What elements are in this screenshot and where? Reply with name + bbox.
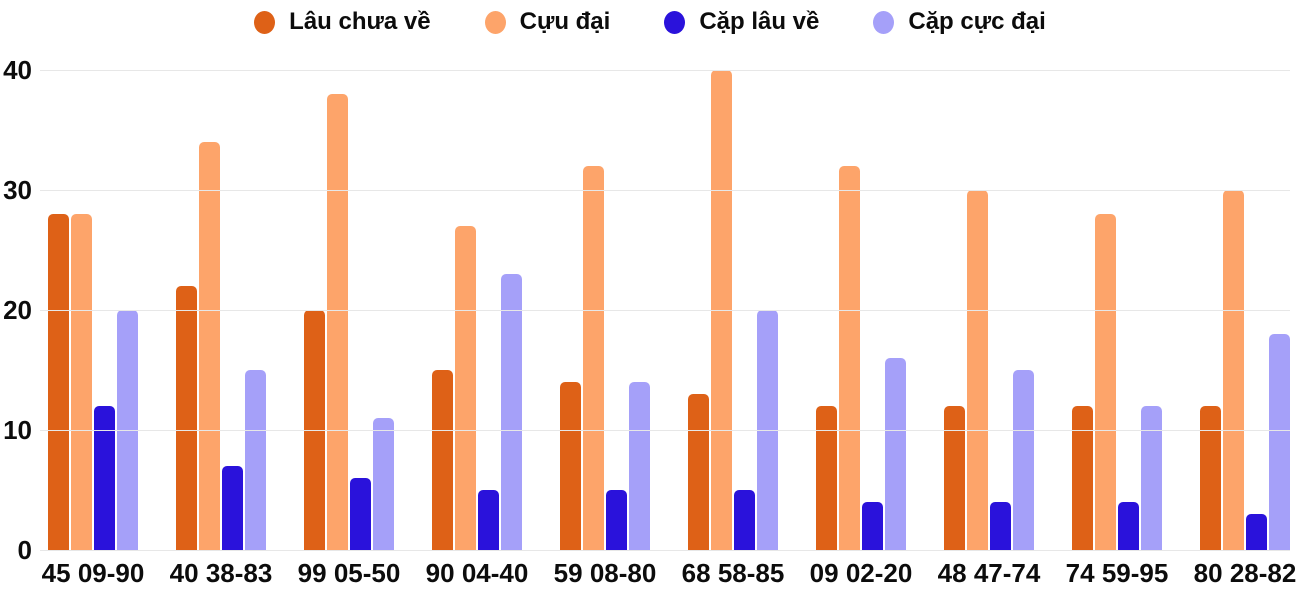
bar: [48, 214, 69, 550]
x-tick-label: 80 28-82: [1193, 558, 1297, 588]
legend-item-2[interactable]: Cựu đại: [484, 8, 611, 36]
x-axis-labels: 45 09-90 40 38-83 99 05-50 90 04-40 59 08-80…: [40, 550, 1297, 589]
y-tick-label: 0: [17, 535, 32, 565]
bar: [222, 466, 243, 550]
bar: [350, 478, 371, 550]
bar: [1118, 502, 1139, 550]
legend-marker-icon: [873, 10, 895, 34]
x-tick: 45 09-90: [42, 550, 145, 589]
x-tick-label: 59 08-80: [553, 558, 657, 588]
bar: [734, 490, 755, 550]
bar: [1223, 190, 1244, 550]
bar-group: [944, 70, 1034, 550]
legend-marker-icon: [664, 10, 686, 34]
bar-group: [432, 70, 522, 550]
bar: [839, 166, 860, 550]
chart-legend: Lâu chưa về Cựu đại Cặp lâu về Cặp cực đại: [0, 0, 1300, 70]
bar: [455, 226, 476, 550]
bar: [688, 394, 709, 550]
bar: [373, 418, 394, 550]
legend-item-1[interactable]: Lâu chưa về: [254, 8, 431, 36]
x-tick-label: 68 58-85: [681, 558, 785, 588]
bar-group: [816, 70, 906, 550]
bar: [862, 502, 883, 550]
plot-area: 0 10 20 30 40: [3, 57, 1290, 563]
bar: [94, 406, 115, 550]
x-tick: 80 28-82: [1194, 550, 1297, 589]
x-tick: 59 08-80: [554, 550, 657, 589]
x-tick-label: 09 02-20: [809, 558, 913, 588]
legend-label: Cặp cực đại: [908, 8, 1046, 35]
bar: [1269, 334, 1290, 550]
bar: [1141, 406, 1162, 550]
bar: [432, 370, 453, 550]
x-tick-label: 45 09-90: [41, 558, 145, 588]
x-tick-label: 90 04-40: [425, 558, 529, 588]
bar-group: [560, 70, 650, 550]
legend-item-4[interactable]: Cặp cực đại: [873, 8, 1046, 36]
legend-label: Lâu chưa về: [289, 8, 431, 35]
bar: [583, 166, 604, 550]
x-tick-label: 48 47-74: [937, 558, 1041, 588]
bar: [1095, 214, 1116, 550]
bar: [1200, 406, 1221, 550]
x-tick: 90 04-40: [426, 550, 529, 589]
x-tick: 09 02-20: [810, 550, 913, 589]
x-tick: 48 47-74: [938, 550, 1041, 589]
x-tick-label: 40 38-83: [169, 558, 273, 588]
x-axis-line: [40, 550, 1290, 551]
x-tick: 68 58-85: [682, 550, 785, 589]
bar: [606, 490, 627, 550]
legend-marker-icon: [484, 10, 506, 34]
bar: [1013, 370, 1034, 550]
gridline: [40, 70, 1290, 71]
legend-label: Cặp lâu về: [699, 8, 820, 35]
legend-label: Cựu đại: [519, 8, 611, 35]
gridline: [40, 190, 1290, 191]
bar: [967, 190, 988, 550]
x-tick-label: 74 59-95: [1065, 558, 1169, 588]
bar: [478, 490, 499, 550]
gridline: [40, 310, 1290, 311]
bar: [501, 274, 522, 550]
bar: [944, 406, 965, 550]
y-tick-label: 20: [3, 295, 32, 325]
bar: [199, 142, 220, 550]
bar: [885, 358, 906, 550]
x-tick: 40 38-83: [170, 550, 273, 589]
bar: [990, 502, 1011, 550]
bar: [327, 94, 348, 550]
bar-group: [1200, 70, 1290, 550]
y-tick-label: 40: [3, 55, 32, 85]
bar-group: [176, 70, 266, 550]
bar: [71, 214, 92, 550]
bar: [629, 382, 650, 550]
bar: [1246, 514, 1267, 550]
legend-item-3[interactable]: Cặp lâu về: [664, 8, 819, 36]
bar: [1072, 406, 1093, 550]
x-tick: 99 05-50: [298, 550, 401, 589]
legend-marker-icon: [254, 10, 276, 34]
x-tick-label: 99 05-50: [297, 558, 401, 588]
bar: [176, 286, 197, 550]
y-tick-label: 10: [3, 415, 32, 445]
gridline: [40, 430, 1290, 431]
bar: [245, 370, 266, 550]
bar: [816, 406, 837, 550]
y-tick-label: 30: [3, 175, 32, 205]
bar: [560, 382, 581, 550]
bar-group: [1072, 70, 1162, 550]
x-tick: 74 59-95: [1066, 550, 1169, 589]
